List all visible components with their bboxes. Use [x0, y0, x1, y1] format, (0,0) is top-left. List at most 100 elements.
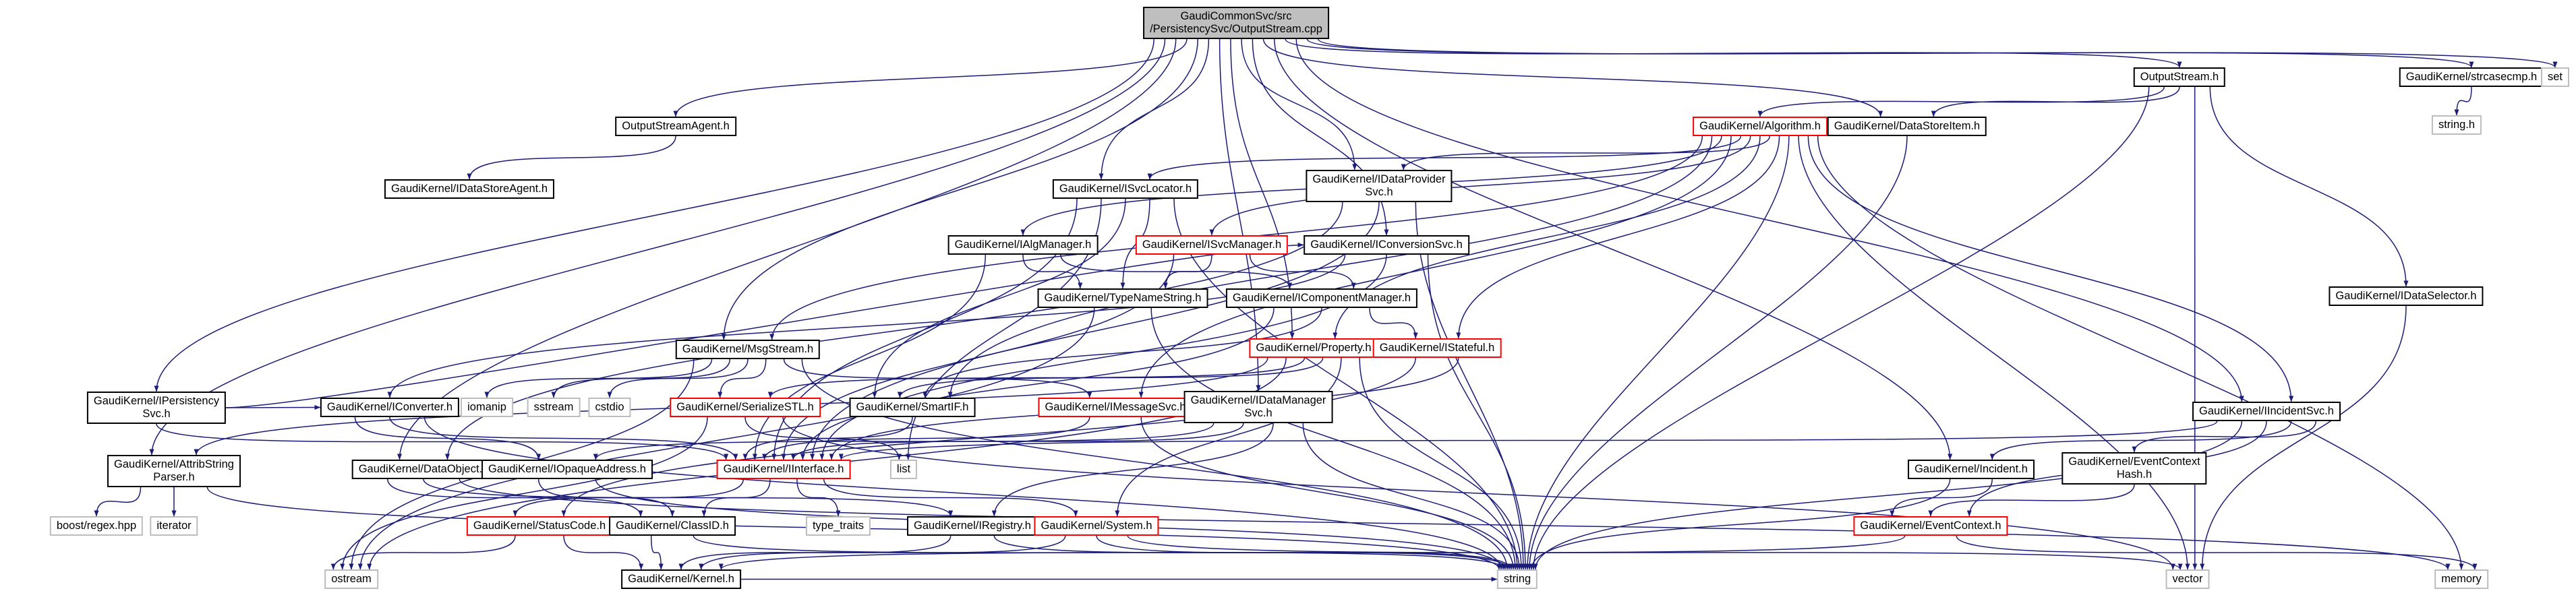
graph-node-memory: memory — [2434, 569, 2488, 589]
graph-node-label: ostream — [331, 573, 372, 585]
graph-node-label: GaudiCommonSvc/src — [1180, 10, 1292, 22]
graph-node-label: GaudiKernel/EventContext.h — [1860, 520, 2001, 532]
graph-node-label: GaudiKernel/IDataStoreAgent.h — [390, 183, 548, 195]
graph-node-istateful-h[interactable]: GaudiKernel/IStateful.h — [1372, 338, 1502, 358]
graph-node-label: OutputStream.h — [2140, 71, 2219, 83]
graph-node-label: GaudiKernel/IDataProvider — [1312, 173, 1446, 185]
graph-node-incident-h[interactable]: GaudiKernel/Incident.h — [1908, 460, 2035, 479]
graph-node-isvcmanager-h[interactable]: GaudiKernel/ISvcManager.h — [1135, 235, 1289, 255]
graph-node-label: GaudiKernel/Property.h — [1256, 342, 1372, 354]
graph-node-label: iomanip — [467, 401, 506, 413]
graph-node-serializestl-h[interactable]: GaudiKernel/SerializeSTL.h — [670, 398, 821, 417]
graph-node-icomponentmanager-h[interactable]: GaudiKernel/IComponentManager.h — [1225, 288, 1418, 308]
graph-node-label: GaudiKernel/IOpaqueAddress.h — [488, 463, 646, 475]
graph-node-outputstream-h[interactable]: OutputStream.h — [2133, 67, 2226, 87]
graph-node-label: GaudiKernel/IComponentManager.h — [1232, 292, 1411, 304]
graph-node-idataprovidersvc-h[interactable]: GaudiKernel/IDataProvider Svc.h — [1306, 170, 1453, 202]
graph-node-isvclocator-h[interactable]: GaudiKernel/ISvcLocator.h — [1052, 179, 1199, 199]
graph-node-iomanip: iomanip — [461, 398, 513, 417]
graph-node-label: GaudiKernel/IAlgManager.h — [954, 239, 1092, 251]
graph-node-label: GaudiKernel/AttribString — [114, 458, 234, 470]
graph-node-iinterface-h[interactable]: GaudiKernel/IInterface.h — [716, 460, 851, 479]
graph-node-eventcontext-h[interactable]: GaudiKernel/EventContext.h — [1853, 516, 2008, 536]
graph-node-label: boost/regex.hpp — [56, 520, 137, 532]
graph-node-vector: vector — [2165, 569, 2210, 589]
graph-node-statuscode-h[interactable]: GaudiKernel/StatusCode.h — [466, 516, 613, 536]
graph-node-kernel-h[interactable]: GaudiKernel/Kernel.h — [621, 569, 741, 589]
graph-node-iconverter-h[interactable]: GaudiKernel/IConverter.h — [320, 398, 460, 417]
graph-node-label: GaudiKernel/IRegistry.h — [914, 520, 1031, 532]
graph-node-label: GaudiKernel/IInterface.h — [723, 463, 844, 475]
graph-node-label: GaudiKernel/DataObject.h — [358, 463, 489, 475]
graph-node-set: set — [2540, 67, 2570, 87]
graph-node-label: GaudiKernel/EventContext — [2068, 456, 2200, 468]
graph-node-label: memory — [2441, 573, 2482, 585]
graph-node-string-h: string.h — [2431, 115, 2482, 135]
graph-node-label: GaudiKernel/StatusCode.h — [473, 520, 606, 532]
graph-node-classid-h[interactable]: GaudiKernel/ClassID.h — [609, 516, 736, 536]
graph-node-iterator: iterator — [150, 516, 198, 536]
graph-node-label: string — [1503, 573, 1531, 585]
graph-node-label: GaudiKernel/System.h — [1041, 520, 1152, 532]
graph-node-ipersistencysvc-h[interactable]: GaudiKernel/IPersistency Svc.h — [86, 392, 227, 424]
graph-node-sstream: sstream — [527, 398, 581, 417]
graph-node-imessagesvc-h[interactable]: GaudiKernel/IMessageSvc.h — [1038, 398, 1193, 417]
graph-node-label: list — [896, 463, 911, 475]
graph-node-ostream: ostream — [324, 569, 378, 589]
graph-node-boost-regex-hpp: boost/regex.hpp — [49, 516, 144, 536]
graph-node-label: GaudiKernel/DataStoreItem.h — [1834, 120, 1981, 132]
graph-node-string: string — [1496, 569, 1538, 589]
graph-node-label: Svc.h — [142, 408, 171, 420]
graph-node-typenamestring-h[interactable]: GaudiKernel/TypeNameString.h — [1037, 288, 1208, 308]
graph-node-outputstreamagent-h[interactable]: OutputStreamAgent.h — [615, 117, 736, 136]
graph-node-label: GaudiKernel/Incident.h — [1914, 463, 2028, 475]
graph-node-label: GaudiKernel/SmartIF.h — [856, 401, 969, 413]
graph-node-iconversionsvc-h[interactable]: GaudiKernel/IConversionSvc.h — [1304, 235, 1469, 255]
graph-node-type-traits: type_traits — [805, 516, 871, 536]
graph-node-label: GaudiKernel/ISvcLocator.h — [1059, 183, 1192, 195]
include-edges — [94, 38, 2558, 582]
graph-node-attribstringparser-h[interactable]: GaudiKernel/AttribString Parser.h — [107, 455, 241, 487]
graph-node-dataobject-h[interactable]: GaudiKernel/DataObject.h — [351, 460, 496, 479]
graph-node-label: iterator — [156, 520, 192, 532]
graph-node-label: set — [2547, 71, 2563, 83]
graph-node-label: GaudiKernel/Algorithm.h — [1699, 120, 1821, 132]
graph-node-label: sstream — [533, 401, 574, 413]
graph-node-label: OutputStreamAgent.h — [622, 120, 730, 132]
graph-node-label: GaudiKernel/IMessageSvc.h — [1045, 401, 1186, 413]
graph-node-label: type_traits — [812, 520, 865, 532]
graph-node-label: GaudiKernel/MsgStream.h — [682, 343, 814, 355]
graph-node-smartif-h[interactable]: GaudiKernel/SmartIF.h — [849, 398, 976, 417]
graph-node-algorithm-h[interactable]: GaudiKernel/Algorithm.h — [1693, 117, 1827, 136]
graph-node-property-h[interactable]: GaudiKernel/Property.h — [1249, 338, 1378, 358]
graph-node-label: Hash.h — [2116, 468, 2153, 480]
graph-node-label: GaudiKernel/TypeNameString.h — [1044, 292, 1202, 304]
graph-node-label: Parser.h — [153, 471, 195, 483]
graph-node-iincidentsvc-h[interactable]: GaudiKernel/IIncidentSvc.h — [2192, 402, 2341, 421]
graph-node-label: GaudiKernel/SerializeSTL.h — [676, 401, 814, 413]
graph-node-label: GaudiKernel/IStateful.h — [1379, 342, 1495, 354]
graph-node-msgstream-h[interactable]: GaudiKernel/MsgStream.h — [675, 340, 821, 359]
graph-node-strcasecmp-h[interactable]: GaudiKernel/strcasecmp.h — [2399, 67, 2544, 87]
graph-node-label: GaudiKernel/Kernel.h — [628, 573, 734, 585]
graph-node-label: GaudiKernel/ClassID.h — [616, 520, 729, 532]
graph-node-ialgmanager-h[interactable]: GaudiKernel/IAlgManager.h — [947, 235, 1099, 255]
graph-node-label: /PersistencySvc/OutputStream.cpp — [1150, 23, 1322, 35]
graph-node-system-h[interactable]: GaudiKernel/System.h — [1034, 516, 1159, 536]
graph-node-label: vector — [2172, 573, 2203, 585]
graph-node-label: string.h — [2438, 119, 2476, 131]
graph-node-label: GaudiKernel/IIncidentSvc.h — [2199, 405, 2334, 417]
graph-node-iregistry-h[interactable]: GaudiKernel/IRegistry.h — [907, 516, 1038, 536]
graph-node-idatamanagersvc-h[interactable]: GaudiKernel/IDataManager Svc.h — [1183, 391, 1333, 423]
graph-node-label: GaudiKernel/IPersistency — [93, 395, 220, 407]
graph-node-iopaqueaddress-h[interactable]: GaudiKernel/IOpaqueAddress.h — [481, 460, 653, 479]
graph-node-label: GaudiKernel/IConverter.h — [326, 401, 453, 413]
graph-node-label: Svc.h — [1244, 407, 1272, 419]
graph-node-label: GaudiKernel/strcasecmp.h — [2405, 71, 2538, 83]
graph-node-idataselector-h[interactable]: GaudiKernel/IDataSelector.h — [2329, 286, 2484, 306]
graph-node-idatastoreagent-h[interactable]: GaudiKernel/IDataStoreAgent.h — [384, 179, 555, 199]
graph-node-datastoreitem-h[interactable]: GaudiKernel/DataStoreItem.h — [1827, 117, 1987, 136]
graph-node-outputstream-cpp: GaudiCommonSvc/src/PersistencySvc/Output… — [1143, 7, 1329, 39]
graph-node-eventcontexthash-h[interactable]: GaudiKernel/EventContext Hash.h — [2061, 452, 2207, 485]
graph-node-label: Svc.h — [1365, 186, 1393, 198]
